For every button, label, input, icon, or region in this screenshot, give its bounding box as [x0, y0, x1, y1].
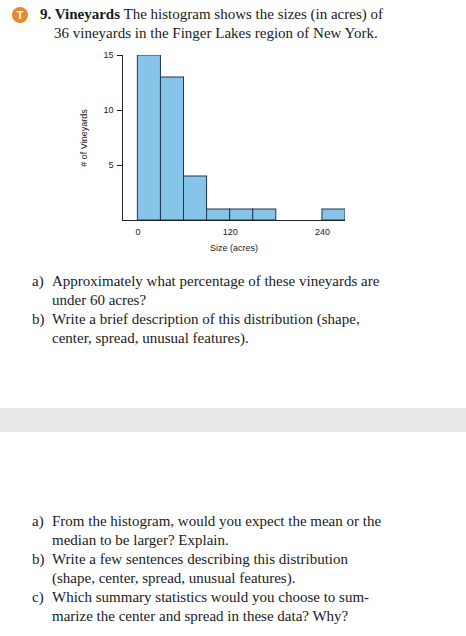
svg-text:Size (acres): Size (acres) — [210, 243, 258, 253]
html-text:From the histogram, would you: From the histogram, would you expect the… — [52, 513, 382, 529]
html-text:median to be larger? Explain.: median to be larger? Explain. — [52, 532, 229, 548]
html-text:Which summary statistics would: Which summary statistics would you choos… — [52, 589, 369, 605]
svg-text:5: 5 — [108, 160, 113, 170]
html-text:Write a few sentences describi: Write a few sentences describing this di… — [52, 551, 348, 567]
html-text:(shape, center, spread, unusua: (shape, center, spread, unusual features… — [52, 570, 296, 586]
html-text:a): a) — [32, 513, 44, 529]
svg-text:# of Vineyards: # of Vineyards — [79, 109, 89, 167]
html-text:marize the center and spread i: marize the center and spread in these da… — [52, 608, 349, 624]
svg-text:0: 0 — [135, 227, 140, 237]
svg-text:240: 240 — [315, 227, 330, 237]
html-text:under 60 acres?: under 60 acres? — [52, 292, 147, 308]
html-text:a): a) — [32, 273, 44, 289]
html-text:center, spread, unusual featur: center, spread, unusual features). — [52, 330, 249, 346]
html-text:b): b) — [32, 551, 45, 567]
svg-text:15: 15 — [103, 50, 113, 60]
html-text:b): b) — [32, 311, 45, 327]
html-text:T: T — [16, 9, 24, 21]
html-text:9. Vineyards The histogram sho: 9. Vineyards The histogram shows the siz… — [40, 6, 383, 22]
html-text:Write a brief description of t: Write a brief description of this distri… — [52, 311, 360, 327]
svg-text:120: 120 — [223, 227, 238, 237]
html-text:c): c) — [32, 589, 44, 605]
html-text:Approximately what percentage: Approximately what percentage of these v… — [52, 273, 380, 289]
html-text:36 vineyards in the Finger Lak: 36 vineyards in the Finger Lakes region … — [54, 25, 378, 41]
svg-text:10: 10 — [103, 105, 113, 115]
